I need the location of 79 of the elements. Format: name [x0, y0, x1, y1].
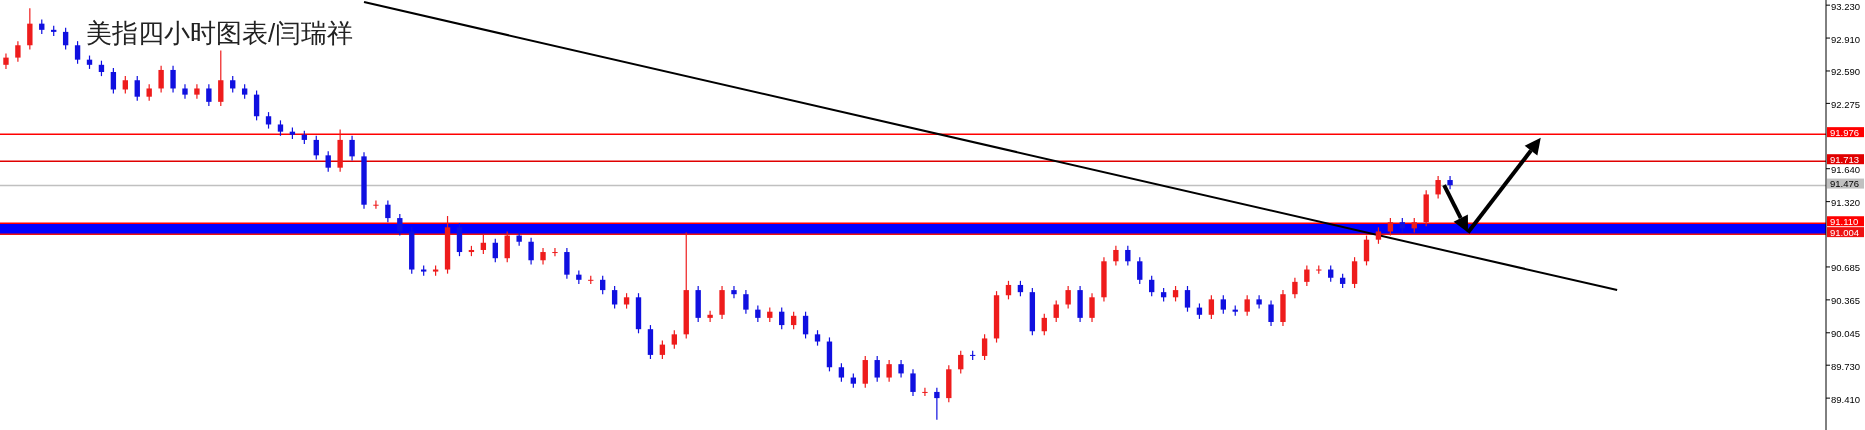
candlestick	[218, 49, 224, 107]
y-tick-label: 90.685	[1831, 262, 1861, 274]
candlestick	[134, 75, 140, 102]
candlestick	[349, 135, 355, 162]
candlestick	[1053, 299, 1059, 323]
ref-line-label: 91.004	[1830, 226, 1860, 238]
candlestick	[1244, 294, 1250, 317]
candlestick	[981, 333, 988, 361]
candlestick	[1125, 245, 1131, 267]
candlestick	[27, 7, 33, 50]
candlestick	[253, 89, 260, 121]
candlestick	[1220, 294, 1226, 315]
ref-line-label: 91.713	[1830, 153, 1860, 165]
candlestick	[934, 387, 940, 421]
candlestick	[62, 27, 69, 50]
candlestick	[838, 362, 845, 383]
candlestick	[1292, 277, 1298, 299]
candlestick	[671, 329, 677, 350]
candlestick	[779, 306, 785, 330]
ref-line-label: 91.476	[1830, 178, 1860, 190]
candlestick	[886, 359, 892, 383]
y-tick-label: 89.410	[1831, 393, 1861, 405]
candlestick	[564, 247, 570, 280]
y-tick-label: 89.730	[1831, 360, 1861, 372]
candlestick	[110, 67, 117, 95]
candlestick	[194, 83, 200, 100]
candlestick	[182, 83, 188, 100]
candlestick	[743, 289, 749, 315]
candlestick	[874, 355, 880, 383]
y-tick-label: 92.275	[1831, 98, 1861, 110]
ref-line-label: 91.110	[1830, 215, 1859, 227]
candlestick	[1435, 175, 1441, 200]
candlestick	[659, 339, 666, 360]
candlestick	[373, 200, 379, 210]
y-tick-label: 92.590	[1831, 66, 1861, 78]
candlestick	[958, 350, 964, 375]
candlestick	[15, 40, 21, 63]
candlestick	[1041, 313, 1047, 336]
candlestick	[731, 285, 737, 299]
candlestick	[862, 355, 868, 389]
candlestick	[707, 310, 713, 323]
candlestick	[170, 65, 176, 94]
candlestick	[385, 200, 391, 223]
candlestick	[206, 83, 212, 107]
candlestick	[611, 285, 618, 310]
candlestick	[3, 52, 9, 70]
candlestick	[74, 40, 81, 65]
y-tick-label: 91.320	[1831, 197, 1861, 209]
candlestick	[158, 65, 164, 94]
candlestick	[1304, 264, 1310, 287]
candlestick	[397, 213, 403, 237]
candlestick	[1208, 294, 1215, 320]
candlestick	[552, 247, 558, 257]
text: 美指四小时图表/闫瑞祥	[86, 18, 354, 48]
y-tick-label: 92.910	[1831, 33, 1861, 45]
candlestick	[492, 238, 498, 263]
candlestick	[802, 311, 809, 340]
candlestick	[528, 237, 534, 265]
candlestick	[325, 150, 331, 173]
candlestick	[313, 135, 319, 161]
candlestick	[1268, 299, 1274, 327]
candlestick	[1149, 275, 1155, 297]
candlestick	[910, 368, 916, 397]
candlestick	[1065, 285, 1071, 310]
candlestick	[1113, 245, 1119, 267]
ref-line-label: 91.976	[1830, 126, 1860, 138]
candlestick	[922, 387, 928, 397]
y-tick-label: 90.365	[1831, 295, 1861, 307]
candlestick	[1005, 280, 1012, 300]
candlestick	[1137, 256, 1143, 285]
candlestick	[1447, 175, 1453, 190]
y-tick-label: 90.045	[1831, 328, 1861, 340]
y-tick-label: 93.230	[1831, 0, 1861, 12]
candlestick	[1256, 294, 1262, 310]
candlestick	[1184, 285, 1191, 313]
candlestick	[1351, 256, 1358, 289]
y-tick-label: 91.640	[1831, 164, 1861, 176]
candlestick	[600, 275, 606, 295]
candlestick	[1089, 292, 1095, 323]
